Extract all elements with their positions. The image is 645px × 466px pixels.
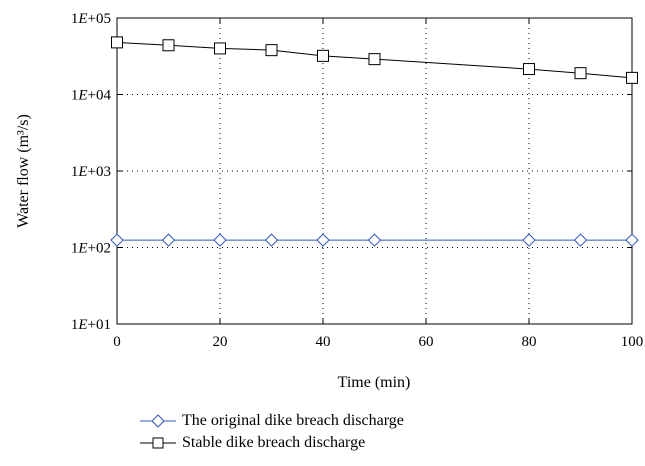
y-tick-label: 1E+02: [71, 241, 111, 257]
x-tick-label: 60: [419, 334, 434, 350]
data-point-square: [317, 49, 329, 62]
y-tick-label: 1E+03: [71, 164, 111, 180]
x-axis-label: Time (min): [338, 374, 411, 391]
x-tick-label: 20: [213, 334, 228, 350]
y-tick-label: 1E+04: [71, 88, 112, 104]
legend-item-stable: Stable dike breach discharge: [140, 432, 404, 454]
data-point-diamond: [110, 233, 124, 247]
data-point-square: [626, 71, 638, 84]
markers: [110, 36, 639, 247]
data-point-square: [574, 67, 587, 80]
data-point-diamond: [213, 233, 227, 247]
y-tick-label: 1E+01: [71, 317, 111, 333]
diamond-icon: [140, 414, 176, 428]
legend-label-stable: Stable dike breach discharge: [182, 434, 366, 451]
data-point-diamond: [161, 233, 176, 247]
data-point-square: [265, 44, 278, 57]
ticks: 0 20 40 60 80 100 1E+01 1E+02 1E+03 1E+04 1E+05: [71, 11, 643, 350]
data-point-diamond: [522, 233, 536, 247]
data-point-square: [368, 53, 381, 66]
x-tick-label: 0: [113, 334, 121, 350]
data-point-square: [162, 39, 175, 52]
data-point-diamond: [316, 233, 330, 247]
data-point-diamond: [264, 233, 279, 247]
data-point-diamond: [625, 233, 639, 247]
y-tick-label: 1E+05: [71, 11, 111, 27]
data-point-square: [214, 42, 226, 55]
x-tick-label: 80: [522, 334, 537, 350]
legend-item-original: The original dike breach discharge: [140, 410, 404, 432]
x-tick-label: 40: [316, 334, 331, 350]
chart: 0 20 40 60 80 100 1E+01 1E+02 1E+03 1E+04 1E+05 Ti…: [15, 11, 643, 391]
data-point-square: [111, 36, 123, 49]
series-lines: [116, 41, 633, 241]
legend-label-original: The original dike breach discharge: [182, 412, 404, 429]
y-axis-label: Water flow (m³/s): [15, 114, 32, 228]
square-icon: [140, 437, 176, 449]
legend: The original dike breach discharge Stabl…: [140, 410, 404, 454]
data-point-diamond: [367, 233, 382, 247]
x-tick-label: 100: [621, 334, 644, 350]
data-point-diamond: [573, 233, 588, 247]
data-point-square: [523, 63, 535, 76]
